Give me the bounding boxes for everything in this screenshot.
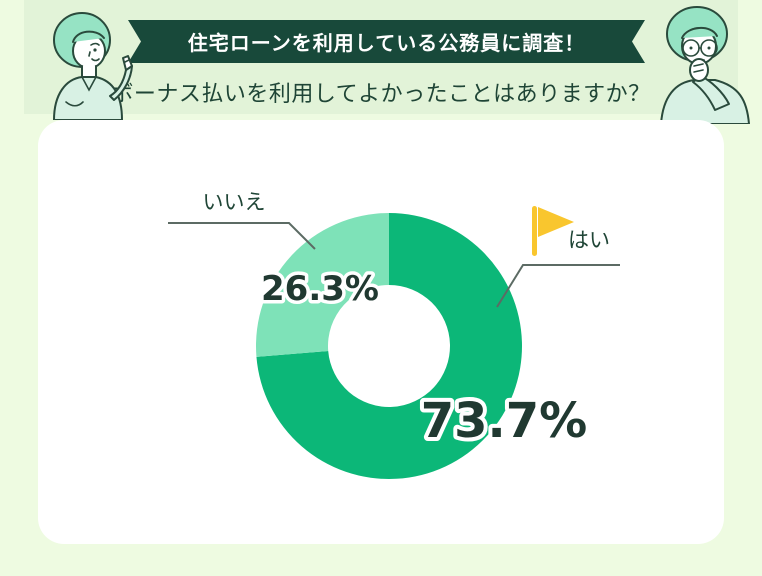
donut-slice-no [255, 213, 389, 357]
category-label-no: いいえ [202, 190, 266, 214]
donut-slice-yes [256, 213, 522, 479]
donut-chart: 26.3% 73.7% [168, 206, 620, 479]
leader-line-yes [496, 264, 620, 308]
flag-icon [532, 206, 574, 256]
value-yes: 73.7% [421, 393, 588, 449]
woman-pointing-illustration [53, 12, 133, 120]
leader-line-no [168, 222, 316, 250]
ribbon-title: 住宅ローンを利用している公務員に調査！ [187, 31, 586, 55]
survey-question: ボーナス払いを利用してよかったことはありますか？ [111, 82, 651, 107]
title-ribbon: 住宅ローンを利用している公務員に調査！ [128, 20, 645, 63]
category-label-yes: はい [568, 228, 610, 252]
chart-card: 26.3% 73.7% いいえ はい [38, 120, 724, 544]
man-thinking-illustration [660, 6, 750, 124]
value-no: 26.3% [261, 269, 379, 309]
donut-slices [255, 213, 522, 479]
